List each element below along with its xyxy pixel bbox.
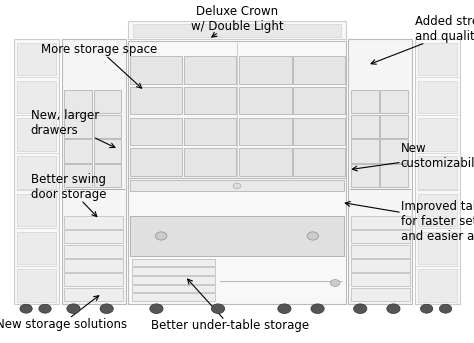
Bar: [293, 56, 345, 84]
Bar: [351, 164, 379, 187]
Bar: [132, 293, 215, 301]
Circle shape: [311, 304, 324, 314]
Bar: [351, 230, 410, 243]
Bar: [239, 56, 292, 84]
Bar: [64, 216, 123, 229]
Bar: [418, 156, 457, 189]
Bar: [239, 118, 292, 145]
Text: Deluxe Crown
w/ Double Light: Deluxe Crown w/ Double Light: [191, 5, 283, 37]
Bar: [418, 232, 457, 264]
Bar: [351, 115, 379, 138]
Bar: [184, 149, 236, 176]
Bar: [17, 118, 56, 151]
Bar: [351, 288, 410, 301]
Circle shape: [150, 304, 163, 314]
Circle shape: [439, 304, 452, 313]
Bar: [64, 139, 92, 163]
Circle shape: [233, 183, 241, 189]
Bar: [62, 39, 126, 304]
Bar: [64, 90, 92, 113]
Text: Added strength
and quality: Added strength and quality: [371, 15, 474, 64]
Bar: [128, 21, 346, 39]
Bar: [132, 285, 215, 292]
Circle shape: [354, 304, 367, 314]
Bar: [94, 139, 121, 163]
Bar: [130, 118, 182, 145]
Text: New
customizability: New customizability: [352, 142, 474, 171]
Bar: [17, 232, 56, 264]
Bar: [351, 245, 410, 258]
Bar: [64, 164, 92, 187]
Bar: [380, 115, 408, 138]
Bar: [130, 216, 344, 256]
Bar: [418, 194, 457, 226]
Circle shape: [67, 304, 80, 314]
Bar: [130, 180, 344, 191]
Bar: [130, 149, 182, 176]
Bar: [64, 288, 123, 301]
Bar: [64, 273, 123, 286]
Bar: [64, 259, 123, 272]
Circle shape: [100, 304, 113, 314]
Circle shape: [39, 304, 51, 313]
Bar: [132, 259, 215, 267]
Bar: [14, 39, 59, 304]
Circle shape: [307, 232, 319, 240]
Bar: [351, 139, 379, 163]
Text: Better under-table storage: Better under-table storage: [151, 279, 309, 332]
Bar: [133, 24, 341, 37]
Bar: [17, 156, 56, 189]
Bar: [348, 39, 412, 304]
Bar: [380, 90, 408, 113]
Bar: [418, 81, 457, 113]
Bar: [17, 81, 56, 113]
Bar: [94, 90, 121, 113]
Bar: [239, 149, 292, 176]
Bar: [418, 43, 457, 75]
Bar: [17, 194, 56, 226]
Text: Better swing
door storage: Better swing door storage: [31, 173, 106, 217]
Bar: [64, 115, 92, 138]
Bar: [380, 139, 408, 163]
Circle shape: [387, 304, 400, 314]
Bar: [418, 269, 457, 302]
Text: New, larger
drawers: New, larger drawers: [31, 109, 115, 147]
Bar: [64, 230, 123, 243]
Bar: [94, 164, 121, 187]
Circle shape: [211, 304, 225, 314]
Bar: [239, 87, 292, 114]
Circle shape: [330, 280, 340, 286]
Circle shape: [278, 304, 291, 314]
Bar: [130, 56, 182, 84]
Text: New storage solutions: New storage solutions: [0, 296, 127, 331]
Bar: [17, 43, 56, 75]
Bar: [184, 56, 236, 84]
Bar: [184, 118, 236, 145]
Bar: [128, 178, 346, 304]
Bar: [293, 87, 345, 114]
Bar: [418, 118, 457, 151]
Bar: [64, 245, 123, 258]
Bar: [415, 39, 460, 304]
Bar: [351, 259, 410, 272]
Bar: [184, 87, 236, 114]
Bar: [293, 118, 345, 145]
Bar: [351, 90, 379, 113]
Bar: [351, 216, 410, 229]
Bar: [380, 164, 408, 187]
Bar: [130, 87, 182, 114]
Text: Improved table
for faster setup
and easier access: Improved table for faster setup and easi…: [345, 200, 474, 243]
Bar: [293, 149, 345, 176]
Text: More storage space: More storage space: [41, 43, 158, 88]
Bar: [132, 268, 215, 275]
Circle shape: [20, 304, 32, 313]
Circle shape: [155, 232, 167, 240]
Bar: [94, 115, 121, 138]
Bar: [351, 273, 410, 286]
Bar: [132, 276, 215, 284]
Circle shape: [420, 304, 433, 313]
Bar: [17, 269, 56, 302]
Bar: [128, 41, 346, 178]
